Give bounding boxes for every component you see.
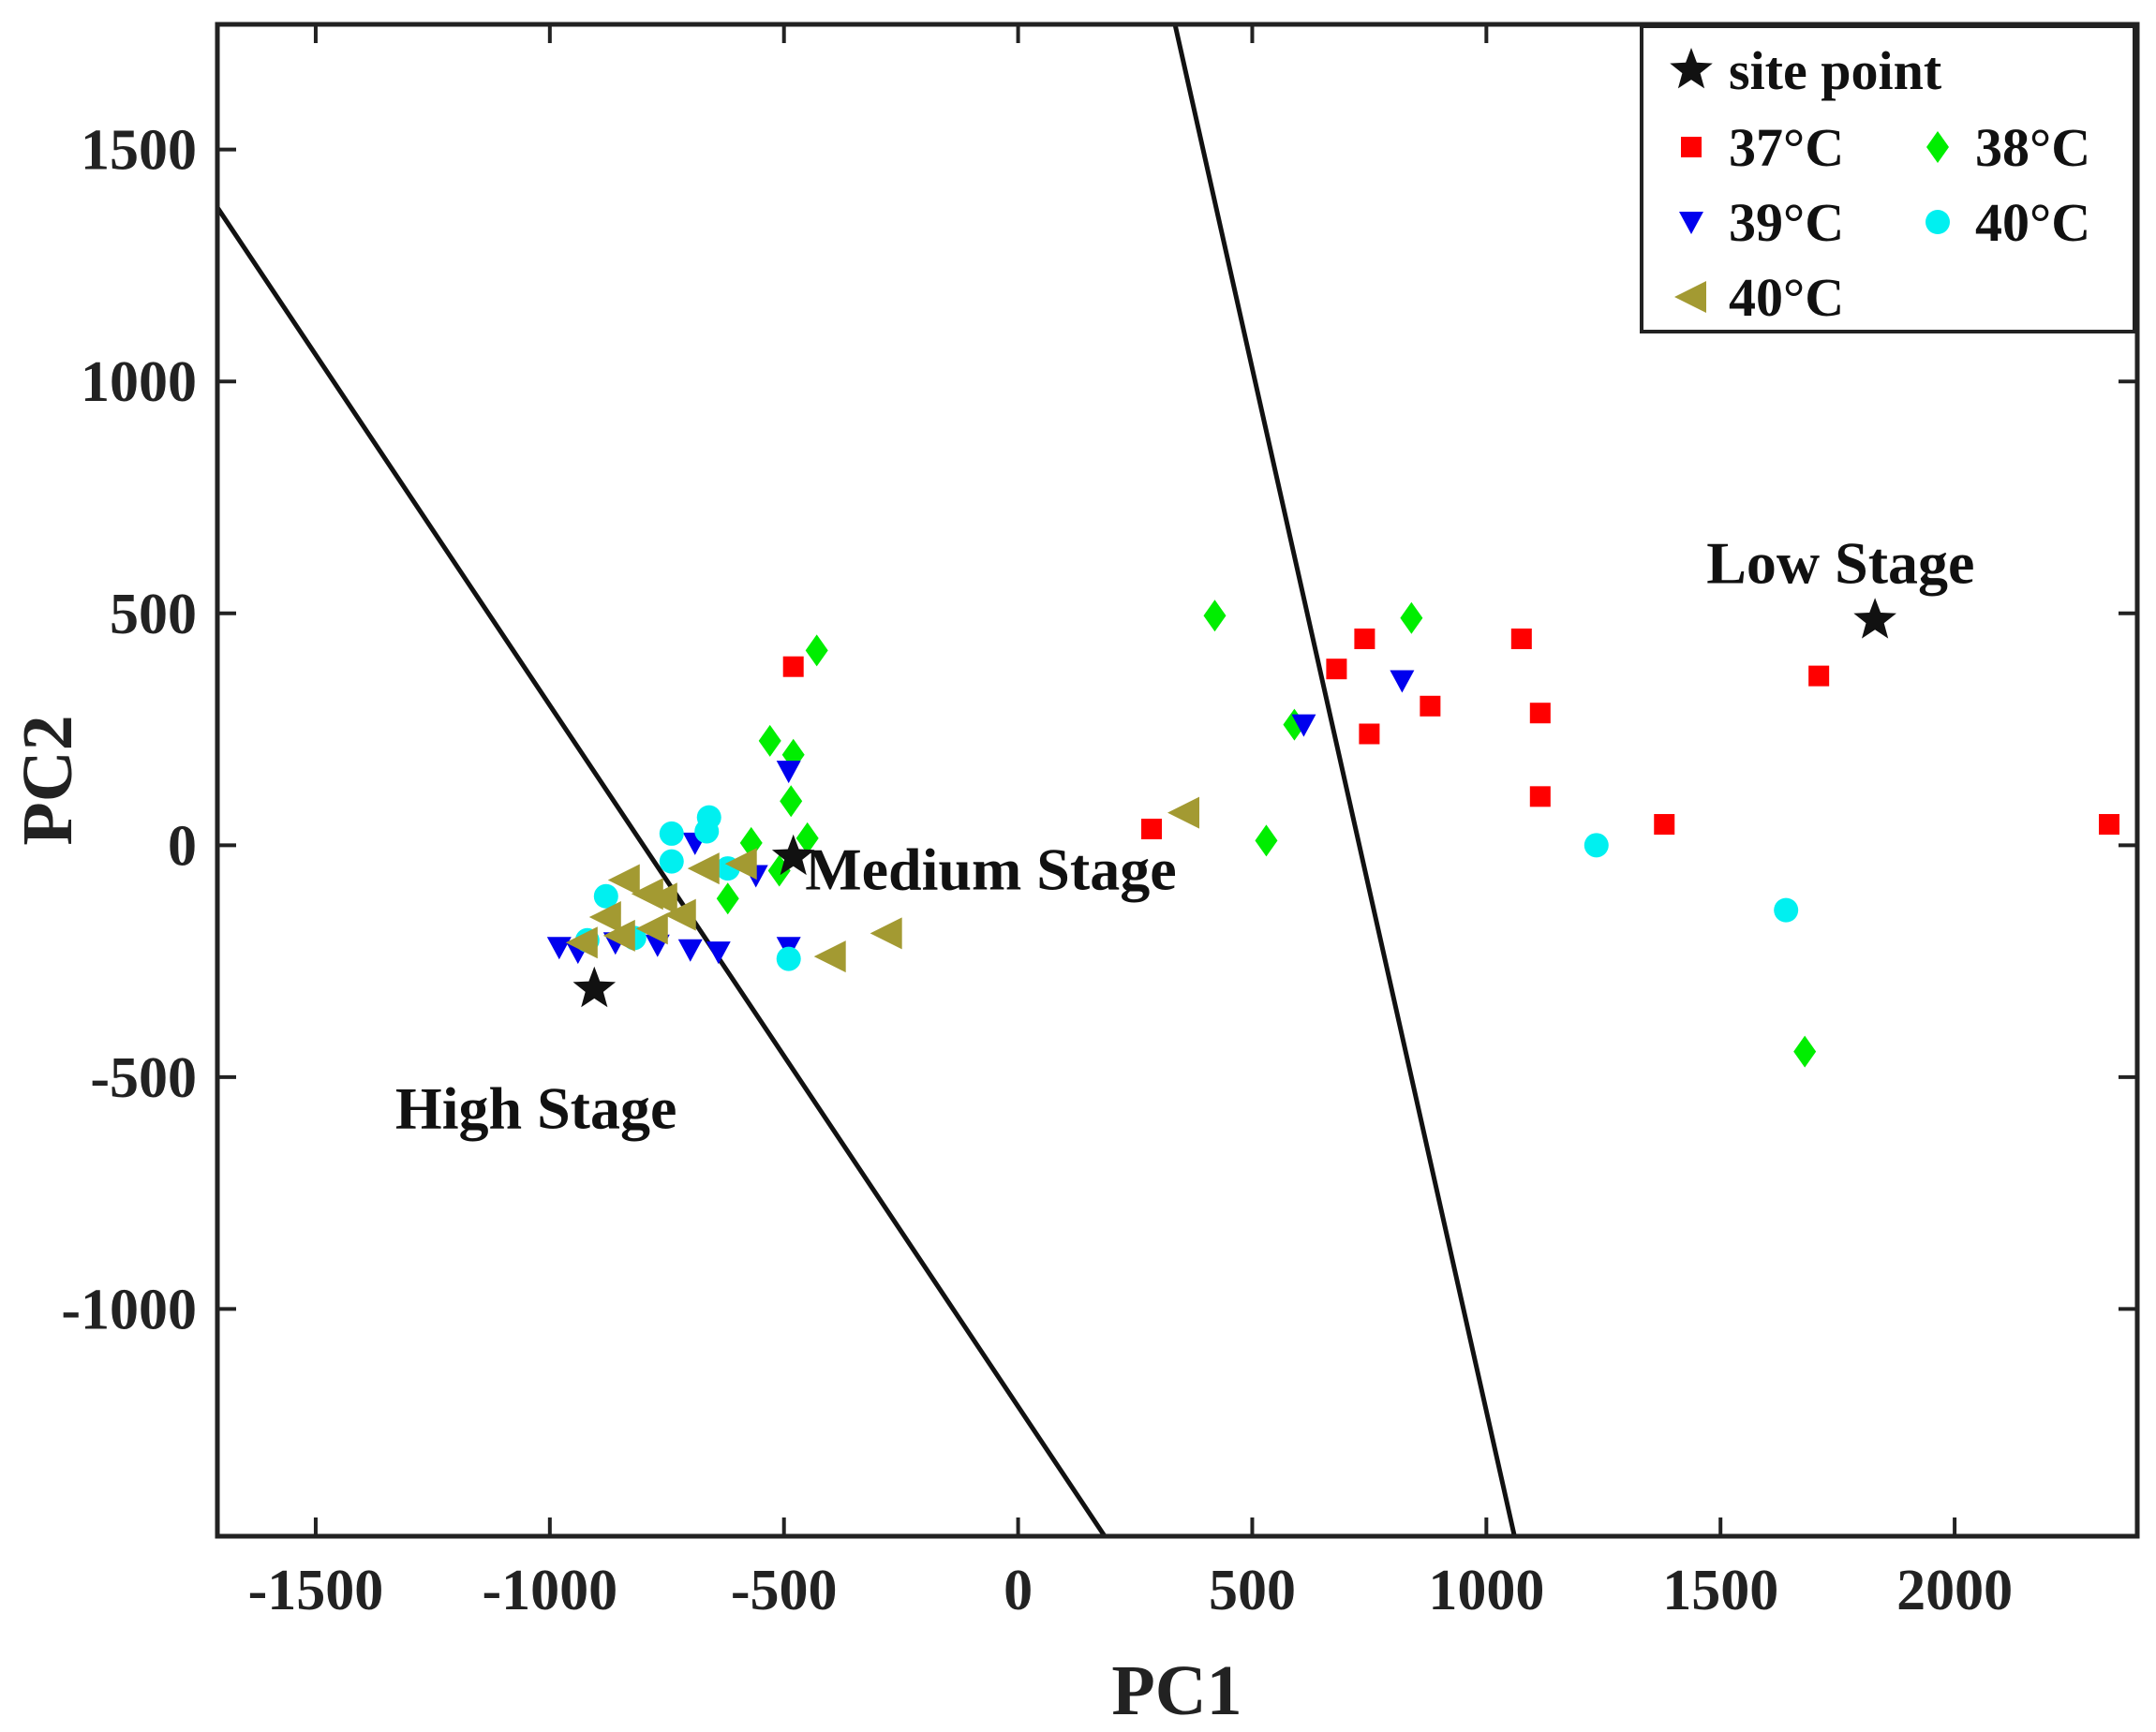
site-point-star <box>1853 598 1896 639</box>
boundary-line-1 <box>217 206 1108 1536</box>
y-tick-label: -500 <box>90 1046 197 1110</box>
site-point-star <box>572 966 617 1008</box>
data-point <box>1529 786 1551 807</box>
data-point <box>780 785 803 818</box>
data-point <box>1529 703 1551 724</box>
data-point <box>813 940 846 973</box>
y-tick-label: 1500 <box>81 119 197 183</box>
data-point <box>1203 600 1227 632</box>
data-point <box>1141 818 1163 839</box>
y-tick-label: 1000 <box>81 350 197 414</box>
data-point <box>1359 723 1380 745</box>
data-point <box>1326 659 1347 680</box>
data-point <box>782 656 804 677</box>
data-point <box>776 761 801 784</box>
series-2 <box>716 600 1817 1068</box>
data-point <box>1510 628 1532 649</box>
data-point <box>588 901 621 934</box>
site-point-star <box>771 834 815 876</box>
boundary-line-2 <box>1172 24 1517 1536</box>
data-point <box>1793 1035 1817 1068</box>
data-series <box>546 600 2120 1068</box>
data-point <box>1774 897 1799 923</box>
data-point <box>706 941 731 965</box>
data-point <box>1808 665 1830 687</box>
stage-annotations: High Stage Medium Stage Low Stage <box>395 530 1975 1142</box>
data-point <box>687 852 720 885</box>
x-axis-label: PC1 <box>1111 1651 1242 1730</box>
legend-label: 39°C <box>1729 192 1844 253</box>
legend-label: 40°C <box>1975 192 2090 253</box>
legend-marker <box>1681 137 1702 157</box>
data-point <box>663 898 696 931</box>
data-point <box>724 848 757 881</box>
legend-marker <box>1674 281 1706 313</box>
data-point <box>546 937 572 960</box>
y-tick-label: 0 <box>168 814 197 878</box>
data-point <box>2099 814 2120 836</box>
data-point <box>776 946 801 971</box>
data-point <box>795 822 819 854</box>
x-tick-label: -1500 <box>248 1559 384 1622</box>
data-point <box>1654 814 1675 836</box>
data-point <box>716 882 739 915</box>
data-point <box>1354 628 1375 649</box>
data-point <box>593 883 618 909</box>
data-point <box>694 819 720 844</box>
x-tick-label: 0 <box>1004 1559 1033 1622</box>
data-point <box>1390 670 1415 693</box>
data-point <box>1255 824 1278 857</box>
data-point <box>645 882 677 915</box>
plot-frame <box>215 22 2140 1539</box>
data-point <box>758 724 781 757</box>
legend-marker <box>1679 212 1703 234</box>
stage-boundary-lines <box>217 24 1517 1536</box>
legend-label: 38°C <box>1975 117 2090 178</box>
legend-marker <box>1926 131 1949 163</box>
data-point <box>1584 833 1609 858</box>
legend-marker <box>1926 210 1950 234</box>
y-axis-label: PC2 <box>8 715 87 845</box>
data-point <box>805 634 828 667</box>
data-point <box>1291 714 1316 737</box>
x-tick-label: -500 <box>731 1559 838 1622</box>
x-tick-label: 1500 <box>1662 1559 1778 1622</box>
data-point <box>635 912 668 945</box>
data-point <box>1167 796 1199 829</box>
y-tick-label: 500 <box>110 583 197 646</box>
y-tick-label: -1000 <box>61 1278 197 1341</box>
data-point <box>677 939 703 962</box>
stage-label: High Stage <box>395 1074 677 1141</box>
x-tick-label: 1000 <box>1428 1559 1544 1622</box>
stage-label: Low Stage <box>1706 530 1974 597</box>
data-point <box>565 926 598 959</box>
x-tick-label: 500 <box>1209 1559 1296 1622</box>
data-point <box>1420 695 1441 717</box>
series-5 <box>565 796 1199 973</box>
legend-label: site point <box>1729 40 1942 101</box>
legend-label: 37°C <box>1729 117 1844 178</box>
data-point <box>659 821 684 846</box>
data-point <box>602 919 635 952</box>
x-tick-label: -1000 <box>482 1559 617 1622</box>
series-4 <box>574 805 1799 971</box>
data-point <box>659 849 684 874</box>
legend-label: 40°C <box>1729 267 1844 328</box>
x-tick-label: 2000 <box>1896 1559 2013 1622</box>
data-point <box>870 917 902 950</box>
data-point <box>1400 601 1423 634</box>
site-points <box>572 598 1896 1008</box>
series-1 <box>782 628 2120 839</box>
data-point <box>607 864 640 896</box>
legend-box <box>1640 24 2136 333</box>
legend-marker-site-point <box>1670 48 1713 89</box>
legend: site point 37°C 38°C 39°C 40°C 40°C <box>1640 24 2136 333</box>
stage-label: Medium Stage <box>805 836 1176 902</box>
